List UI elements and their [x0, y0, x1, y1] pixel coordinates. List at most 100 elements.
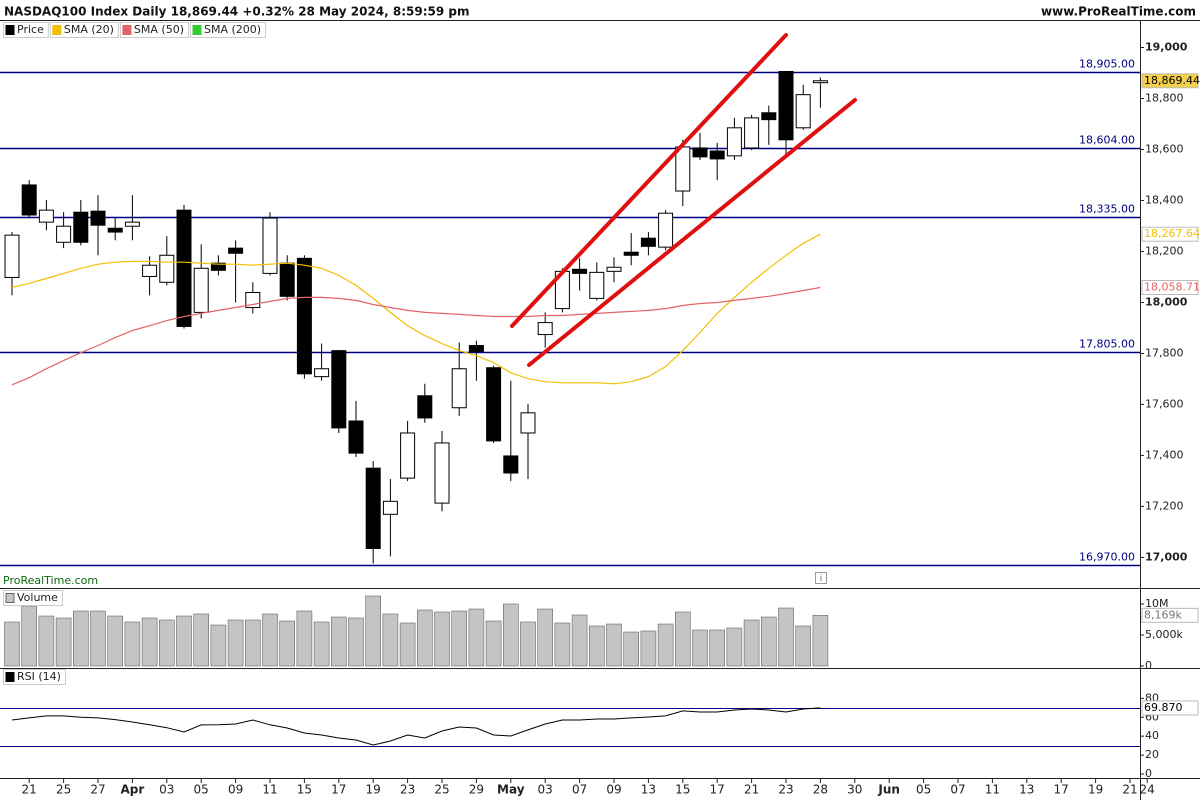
- volume-bar: [416, 609, 433, 667]
- value-tag: [1141, 607, 1199, 623]
- volume-bar: [124, 621, 141, 667]
- volume-bar: [227, 619, 244, 667]
- x-tick-label: 23: [400, 783, 415, 797]
- candle-body: [124, 221, 140, 227]
- candle-body: [503, 455, 519, 474]
- candle-body: [107, 227, 123, 233]
- x-tick-label: 21: [22, 783, 37, 797]
- y-tick-label: 40: [1145, 729, 1159, 742]
- x-tick-label: 17: [331, 783, 346, 797]
- x-tick-label: 30: [847, 783, 862, 797]
- y-tick-label: 18,000: [1145, 295, 1188, 308]
- candle-body: [4, 234, 20, 278]
- volume-bar: [330, 616, 347, 667]
- candle-body: [692, 147, 708, 158]
- legend-swatch: [192, 25, 202, 35]
- candle-body: [228, 247, 244, 254]
- x-tick-label: 13: [641, 783, 656, 797]
- volume-bar: [606, 623, 622, 667]
- legend-label: SMA (20): [64, 23, 114, 36]
- y-tick-label: 18,800: [1145, 91, 1184, 104]
- y-tick-label: 0: [1145, 659, 1152, 672]
- x-tick-label: 05: [194, 783, 209, 797]
- volume-bar: [778, 607, 794, 667]
- y-tick-label: 17,200: [1145, 499, 1184, 512]
- x-tick-label: 21: [1122, 783, 1137, 797]
- y-tick-label: 17,800: [1145, 346, 1184, 359]
- volume-bar: [537, 608, 554, 667]
- candle-body: [709, 150, 725, 160]
- candle-body: [262, 217, 278, 274]
- candle-body: [486, 367, 502, 442]
- x-tick-label: 29: [469, 783, 484, 797]
- volume-bar: [55, 617, 72, 667]
- info-icon-glyph: i: [820, 574, 823, 584]
- candle-body: [726, 127, 742, 157]
- candle-body: [537, 322, 553, 336]
- volume-bar: [21, 605, 38, 667]
- value-tag-label: 18,058.71: [1144, 280, 1200, 293]
- y-tick-label: 17,600: [1145, 397, 1184, 410]
- volume-bar: [692, 629, 708, 667]
- candle-body: [176, 209, 192, 327]
- level-label: 18,905.00: [1079, 58, 1135, 71]
- candle-body: [296, 257, 312, 375]
- candle-body: [159, 254, 175, 283]
- volume-bar: [176, 615, 192, 667]
- volume-bar: [812, 615, 829, 667]
- value-tag: [1141, 73, 1199, 89]
- y-tick-label: 18,200: [1145, 244, 1184, 257]
- x-tick-label: 15: [297, 783, 312, 797]
- x-tick-label: 21: [744, 783, 759, 797]
- candle-body: [675, 146, 691, 192]
- candle-body: [812, 80, 828, 84]
- candle-body: [623, 251, 639, 256]
- candle-body: [90, 210, 106, 226]
- legend-swatch: [122, 25, 132, 35]
- x-tick-label: 11: [985, 783, 1000, 797]
- volume-bar: [245, 619, 261, 667]
- candle-body: [56, 225, 72, 243]
- y-tick-label: 20: [1145, 748, 1159, 761]
- y-tick-label: 0: [1145, 767, 1152, 780]
- legend-label: SMA (200): [204, 23, 261, 36]
- volume-bar: [674, 611, 691, 667]
- x-tick-label: 09: [228, 783, 243, 797]
- legend-label: SMA (50): [134, 23, 184, 36]
- candle-body: [640, 237, 656, 247]
- x-tick-label: 03: [538, 783, 553, 797]
- legend-swatch: [5, 672, 15, 682]
- trend-line: [510, 33, 788, 328]
- info-icon[interactable]: [815, 572, 827, 584]
- legend-box: [190, 22, 267, 38]
- x-tick-label: 27: [90, 783, 105, 797]
- legend-swatch: [5, 593, 15, 603]
- candle-body: [761, 112, 777, 121]
- volume-bar: [588, 625, 605, 667]
- candle-body: [210, 262, 226, 271]
- chart-title: NASDAQ100 Index Daily 18,869.44 +0.32% 2…: [4, 5, 470, 19]
- x-tick-label: 15: [675, 783, 690, 797]
- level-label: 17,805.00: [1079, 338, 1135, 351]
- legend-label: RSI (14): [17, 670, 61, 683]
- legend-box: [49, 22, 119, 38]
- volume-bar: [709, 629, 726, 667]
- candle-body: [382, 500, 398, 515]
- sma-line: [11, 286, 821, 386]
- legend-box: [119, 22, 189, 38]
- candle-body: [193, 267, 209, 313]
- candle-body: [434, 442, 450, 504]
- candle-body: [606, 266, 622, 272]
- candle-body: [520, 412, 536, 434]
- legend-swatch: [52, 25, 62, 35]
- y-tick-label: 19,000: [1145, 40, 1188, 53]
- candle-body: [795, 94, 811, 129]
- volume-bar: [107, 615, 123, 667]
- candle-body: [331, 350, 347, 429]
- x-tick-label: May: [497, 783, 525, 797]
- x-tick-label: Apr: [121, 783, 145, 797]
- candle-body: [744, 117, 760, 149]
- value-tag-label: 18,869.44: [1144, 74, 1200, 87]
- x-tick-label: 09: [606, 783, 621, 797]
- candle-body: [38, 209, 54, 223]
